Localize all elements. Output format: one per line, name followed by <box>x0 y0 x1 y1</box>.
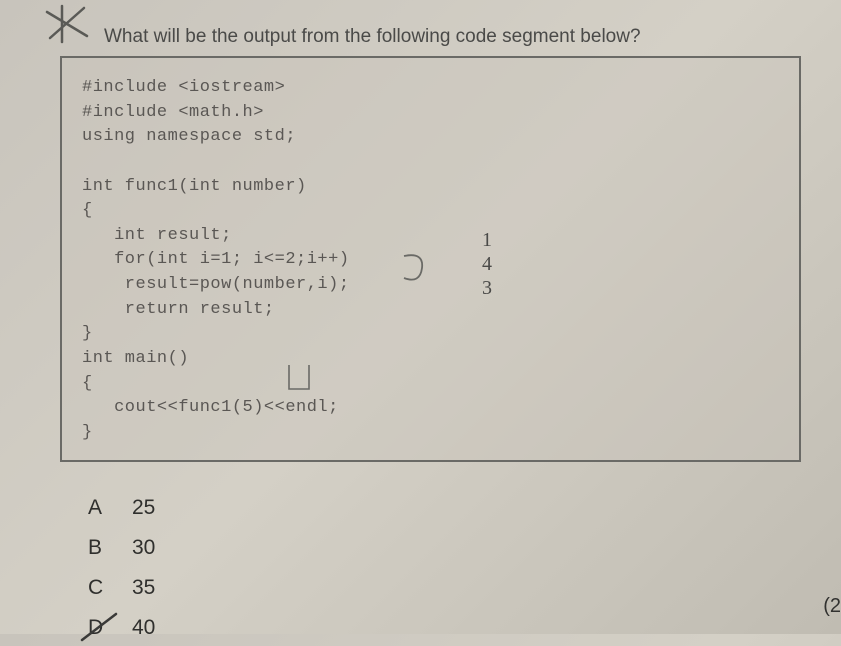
option-letter: B <box>88 536 112 560</box>
handwritten-notes: 1 4 3 <box>482 228 492 300</box>
option-d[interactable]: D 40 <box>88 616 801 640</box>
strike-icon <box>78 610 122 646</box>
pencil-loop-icon <box>400 250 430 286</box>
options-list: A 25 B 30 C 35 D 40 <box>88 496 801 640</box>
option-letter: C <box>88 576 112 600</box>
option-c[interactable]: C 35 <box>88 576 801 600</box>
exam-page: What will be the output from the followi… <box>0 0 841 634</box>
option-value: 35 <box>132 576 155 600</box>
pencil-bracket-icon <box>285 362 313 392</box>
option-value: 25 <box>132 496 155 520</box>
cross-scribble-icon <box>42 4 92 44</box>
code-block: #include <iostream> #include <math.h> us… <box>82 76 779 446</box>
hw-1: 1 <box>482 228 492 252</box>
marks-label: (2 <box>823 595 841 618</box>
hw-3: 3 <box>482 276 492 300</box>
question-row: What will be the output from the followi… <box>60 20 801 48</box>
hw-4: 4 <box>482 252 492 276</box>
code-box: #include <iostream> #include <math.h> us… <box>60 56 801 462</box>
option-a[interactable]: A 25 <box>88 496 801 520</box>
question-text: What will be the output from the followi… <box>104 26 641 48</box>
option-value: 30 <box>132 536 155 560</box>
option-letter: A <box>88 496 112 520</box>
option-value: 40 <box>132 616 155 640</box>
option-b[interactable]: B 30 <box>88 536 801 560</box>
